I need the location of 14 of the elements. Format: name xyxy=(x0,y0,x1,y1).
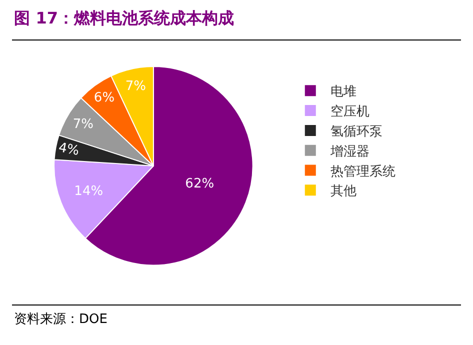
data-label: 7% xyxy=(125,78,146,94)
text: 资料来源：DOE xyxy=(14,312,108,327)
legend-label: 空压机 xyxy=(330,104,370,120)
data-label: 7% xyxy=(72,116,94,132)
data-label: 4% xyxy=(57,140,80,160)
legend-label: 热管理系统 xyxy=(330,164,396,180)
legend-label: 其他 xyxy=(330,184,356,200)
data-label: 6% xyxy=(94,90,115,106)
legend-label: 电堆 xyxy=(330,84,356,100)
legend-label: 增湿器 xyxy=(329,144,370,160)
data-label: 14% xyxy=(74,184,104,200)
legend-label: 氢循环泵 xyxy=(330,124,382,140)
data-label: 62% xyxy=(185,176,214,192)
chart-title: 图 17：燃料电池系统成本构成 xyxy=(14,8,234,28)
